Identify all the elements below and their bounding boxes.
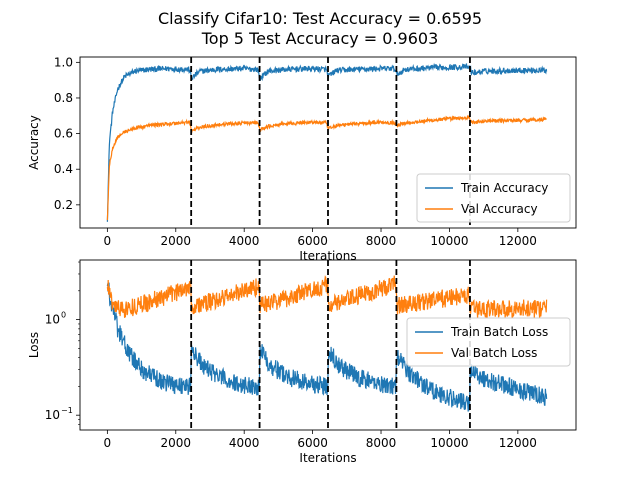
x-axis-label: Iterations	[299, 451, 356, 465]
legend: Train Batch Loss Val Batch Loss	[406, 317, 571, 367]
x-tick-label: 8000	[366, 234, 397, 248]
y-tick-label: 0.8	[54, 91, 73, 105]
y-axis-label: Accuracy	[27, 115, 41, 170]
x-tick-label: 12000	[499, 436, 537, 450]
axes-frame	[79, 56, 577, 229]
legend-label: Val Accuracy	[461, 202, 538, 216]
legend: Train Accuracy Val Accuracy	[416, 173, 571, 223]
x-tick-label: 2000	[161, 234, 192, 248]
legend-box	[416, 173, 571, 223]
x-tick-label: 6000	[297, 436, 328, 450]
x-tick-label: 2000	[161, 436, 192, 450]
x-tick-label: 10000	[430, 234, 468, 248]
series-line-train	[106, 62, 548, 222]
x-tick-label: 12000	[499, 234, 537, 248]
y-tick-label: 1.0	[54, 55, 73, 69]
x-tick-label: 0	[104, 234, 112, 248]
accuracy-chart: 0 2000 4000 6000 8000 10000 12000 0.2 0.4 0.6 0.8 1…	[27, 55, 577, 263]
series-line-train	[106, 282, 548, 412]
y-tick-label: 10	[45, 408, 60, 422]
x-axis-label: Iterations	[299, 249, 356, 263]
y-tick-label: 0.2	[54, 198, 73, 212]
y-tick-exponent: −1	[61, 406, 73, 415]
series-line-val	[106, 275, 548, 319]
y-tick-exponent: 0	[61, 311, 66, 320]
x-tick-label: 0	[104, 436, 112, 450]
y-axis-label: Loss	[27, 332, 41, 358]
figure-title-line1: Classify Cifar10: Test Accuracy = 0.6595	[158, 9, 482, 28]
legend-label: Train Batch Loss	[450, 325, 548, 339]
figure-title-line2: Top 5 Test Accuracy = 0.9603	[201, 29, 439, 48]
series-line-val	[106, 114, 547, 221]
x-tick-label: 10000	[430, 436, 468, 450]
y-tick-label: 0.4	[54, 162, 73, 176]
y-tick-label: 10	[45, 313, 60, 327]
legend-box	[406, 317, 571, 367]
y-tick-label: 0.6	[54, 127, 73, 141]
x-tick-label: 8000	[366, 436, 397, 450]
x-tick-label: 4000	[229, 436, 260, 450]
x-tick-label: 4000	[229, 234, 260, 248]
x-tick-label: 6000	[297, 234, 328, 248]
axes-frame	[79, 259, 577, 431]
legend-label: Val Batch Loss	[451, 346, 537, 360]
legend-label: Train Accuracy	[460, 181, 548, 195]
